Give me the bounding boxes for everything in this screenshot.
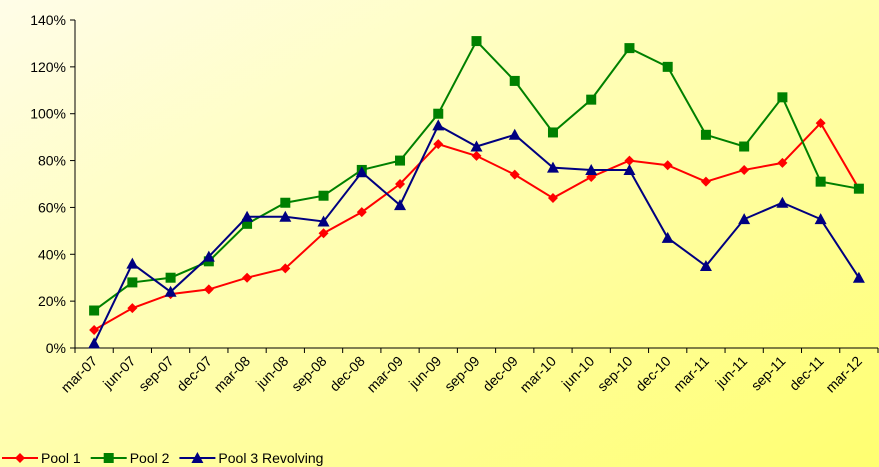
marker	[191, 452, 204, 463]
y-tick-label: 0%	[46, 340, 66, 356]
marker	[547, 127, 558, 138]
marker	[318, 228, 329, 239]
marker	[280, 263, 291, 274]
marker	[432, 119, 445, 131]
legend-label: Pool 1	[41, 450, 81, 466]
marker	[164, 285, 177, 297]
marker	[700, 176, 711, 187]
legend-item: Pool 1	[2, 450, 81, 466]
marker	[88, 337, 101, 349]
marker	[547, 193, 558, 204]
marker	[433, 139, 444, 150]
legend-item: Pool 2	[90, 450, 170, 466]
marker	[317, 215, 330, 227]
y-tick-label: 40%	[38, 246, 66, 262]
marker	[15, 453, 25, 463]
marker	[624, 43, 635, 54]
marker	[662, 160, 673, 171]
marker	[126, 257, 139, 269]
legend-item: Pool 3 Revolving	[179, 450, 323, 466]
marker	[777, 92, 788, 103]
marker	[586, 94, 597, 105]
marker	[279, 210, 292, 222]
marker	[471, 36, 482, 47]
marker	[165, 272, 176, 283]
marker	[89, 324, 100, 335]
marker	[395, 179, 406, 189]
y-tick-label: 120%	[30, 59, 66, 75]
marker	[202, 250, 215, 262]
marker	[700, 129, 711, 140]
marker	[814, 213, 827, 225]
marker	[103, 453, 114, 463]
marker	[127, 303, 138, 314]
y-tick-label: 20%	[38, 293, 66, 309]
y-tick-label: 140%	[30, 12, 66, 28]
marker	[624, 155, 635, 166]
y-tick-label: 80%	[38, 153, 66, 169]
marker	[508, 128, 521, 140]
marker	[356, 207, 367, 218]
marker	[433, 108, 444, 119]
marker	[853, 183, 864, 194]
marker	[738, 213, 751, 225]
legend-label: Pool 3 Revolving	[218, 450, 323, 466]
marker	[815, 176, 826, 187]
marker	[509, 169, 520, 180]
marker	[355, 166, 368, 178]
marker	[242, 272, 253, 283]
marker	[662, 61, 673, 72]
marker	[509, 75, 520, 86]
marker	[546, 161, 559, 173]
marker	[89, 305, 100, 316]
legend-label: Pool 2	[130, 450, 170, 466]
y-tick-label: 60%	[38, 199, 66, 215]
marker	[815, 118, 826, 129]
marker	[395, 155, 406, 166]
marker	[739, 164, 750, 175]
marker	[471, 150, 482, 161]
marker	[661, 231, 674, 243]
marker	[242, 218, 253, 229]
marker	[394, 199, 407, 211]
marker	[280, 197, 291, 208]
y-tick-label: 100%	[30, 106, 66, 122]
marker	[852, 271, 865, 283]
marker	[127, 277, 138, 288]
marker	[699, 260, 712, 271]
marker	[585, 163, 598, 175]
marker	[739, 141, 750, 152]
marker	[777, 157, 788, 168]
marker	[470, 140, 483, 152]
marker	[776, 196, 789, 208]
marker	[318, 190, 329, 201]
marker	[623, 163, 636, 175]
marker	[203, 284, 214, 295]
marker	[241, 210, 254, 222]
